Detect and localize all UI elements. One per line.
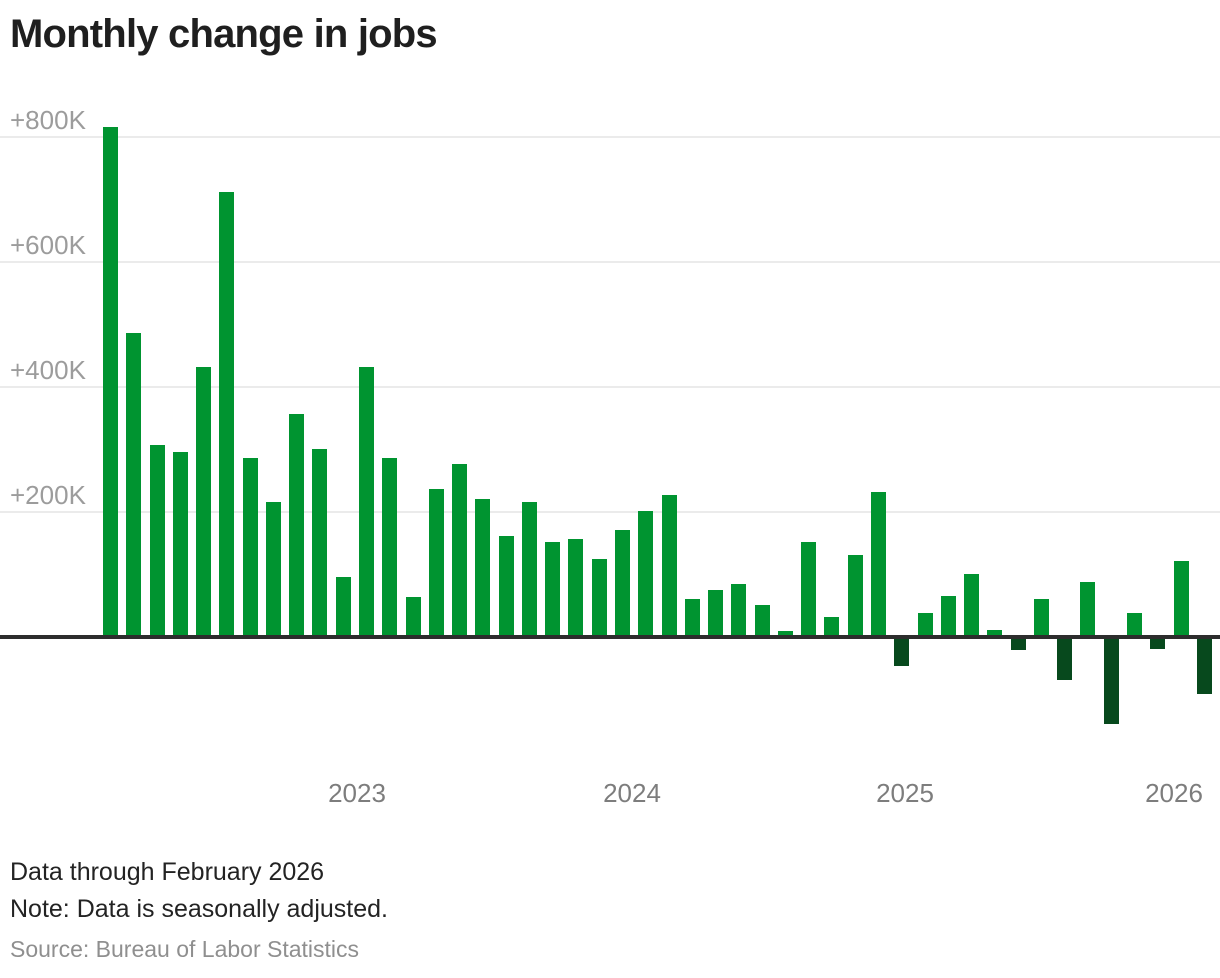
bar-aug-2024[interactable]: [777, 631, 793, 636]
bar-sep-2025[interactable]: [1080, 581, 1096, 636]
page-title: Monthly change in jobs: [10, 12, 438, 56]
bar-jun-2024[interactable]: [731, 584, 747, 636]
bar-jan-2026[interactable]: [1173, 561, 1189, 636]
bar-sep-2023[interactable]: [521, 501, 537, 636]
bar-may-2023[interactable]: [428, 489, 444, 636]
y-axis-label-200k: +200K: [10, 480, 86, 510]
bar-jun-2025[interactable]: [1010, 636, 1026, 651]
bar-apr-2023[interactable]: [405, 596, 421, 636]
footnote-data-through: Data through February 2026: [10, 858, 325, 886]
bar-aug-2023[interactable]: [498, 536, 514, 636]
bar-oct-2023[interactable]: [545, 542, 561, 636]
gridline-600k: [0, 261, 1220, 263]
bar-apr-2022[interactable]: [126, 332, 142, 636]
bar-feb-2026[interactable]: [1196, 636, 1212, 695]
bar-dec-2024[interactable]: [871, 492, 886, 636]
zero-baseline: [0, 635, 1220, 639]
y-axis-label-600k: +600K: [10, 230, 86, 260]
source-credit: Source: Bureau of Labor Statistics: [10, 936, 360, 962]
bar-oct-2022[interactable]: [265, 501, 281, 636]
bar-nov-2022[interactable]: [289, 414, 305, 636]
bar-mar-2025[interactable]: [940, 596, 956, 636]
bar-nov-2023[interactable]: [568, 539, 584, 636]
x-axis-label-2023: 2023: [328, 778, 386, 808]
bar-feb-2024[interactable]: [638, 511, 654, 636]
bar-apr-2025[interactable]: [964, 573, 980, 636]
bar-oct-2024[interactable]: [824, 617, 840, 636]
bar-feb-2025[interactable]: [917, 612, 933, 636]
bar-apr-2024[interactable]: [684, 598, 700, 636]
bar-may-2025[interactable]: [987, 629, 1003, 636]
bar-dec-2022[interactable]: [312, 448, 328, 636]
bar-aug-2022[interactable]: [219, 192, 235, 636]
bar-mar-2023[interactable]: [382, 457, 398, 636]
bar-jul-2025[interactable]: [1033, 598, 1049, 636]
bar-may-2024[interactable]: [708, 590, 724, 636]
gridline-400k: [0, 386, 1220, 388]
bar-jun-2022[interactable]: [172, 451, 188, 636]
bar-mar-2022[interactable]: [103, 126, 118, 636]
bar-jul-2023[interactable]: [475, 498, 491, 636]
bar-jan-2024[interactable]: [615, 529, 630, 636]
bar-jan-2023[interactable]: [335, 576, 351, 636]
bar-sep-2024[interactable]: [801, 542, 817, 636]
bar-jun-2023[interactable]: [452, 464, 468, 636]
bar-dec-2023[interactable]: [591, 559, 607, 636]
bar-mar-2024[interactable]: [661, 495, 677, 636]
x-axis-label-2026: 2026: [1145, 778, 1203, 808]
y-axis-label-800k: +800K: [10, 105, 86, 135]
bar-oct-2025[interactable]: [1103, 636, 1119, 724]
gridline-200k: [0, 511, 1220, 513]
bar-jul-2022[interactable]: [196, 367, 212, 636]
bar-feb-2023[interactable]: [359, 367, 374, 636]
y-axis-label-400k: +400K: [10, 355, 86, 385]
bar-nov-2024[interactable]: [847, 554, 863, 636]
bar-jul-2024[interactable]: [754, 604, 770, 636]
bar-nov-2025[interactable]: [1127, 612, 1142, 636]
bar-aug-2025[interactable]: [1057, 636, 1073, 680]
bar-sep-2022[interactable]: [242, 457, 258, 636]
x-axis-label-2024: 2024: [603, 778, 661, 808]
x-axis-label-2025: 2025: [876, 778, 934, 808]
gridline-800k: [0, 136, 1220, 138]
footnote-note: Note: Data is seasonally adjusted.: [10, 895, 388, 923]
bar-may-2022[interactable]: [149, 445, 165, 636]
bar-jan-2025[interactable]: [894, 636, 910, 666]
bar-dec-2025[interactable]: [1150, 636, 1166, 649]
